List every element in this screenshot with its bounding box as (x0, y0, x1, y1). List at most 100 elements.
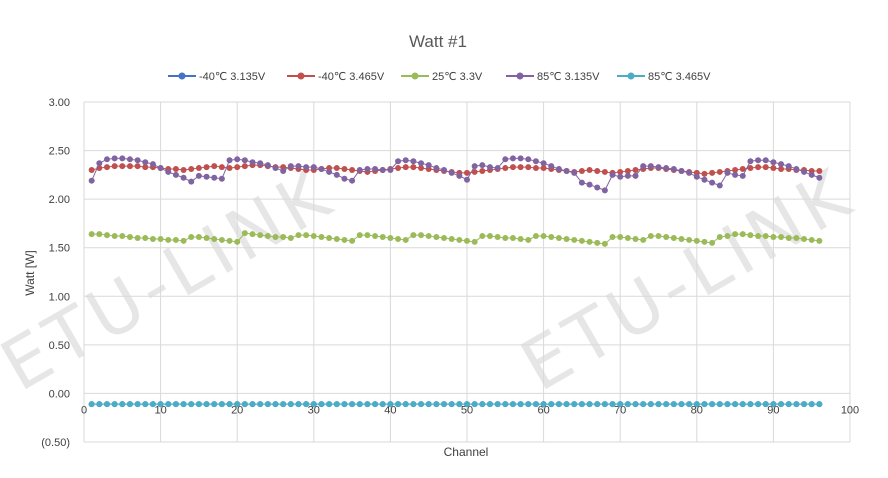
data-point (541, 160, 547, 166)
data-point (311, 164, 317, 170)
data-point (686, 170, 692, 176)
data-point (594, 401, 600, 407)
data-point (717, 401, 723, 407)
data-point (456, 237, 462, 243)
data-point (380, 401, 386, 407)
data-point (257, 160, 263, 166)
data-point (472, 239, 478, 245)
data-point (242, 401, 248, 407)
data-point (410, 158, 416, 164)
data-point (533, 158, 539, 164)
data-point (104, 164, 110, 170)
data-point (525, 164, 531, 170)
data-point (227, 238, 233, 244)
data-point (426, 233, 432, 239)
data-point (495, 165, 501, 171)
data-point (418, 160, 424, 166)
data-point (395, 401, 401, 407)
data-point (165, 401, 171, 407)
data-point (96, 401, 102, 407)
data-point (357, 232, 363, 238)
data-point (311, 401, 317, 407)
data-point (518, 236, 524, 242)
data-point (265, 401, 271, 407)
data-point (472, 401, 478, 407)
data-point (211, 175, 217, 181)
data-point (740, 401, 746, 407)
data-point (119, 163, 125, 169)
data-point (724, 170, 730, 176)
data-point (318, 234, 324, 240)
data-point (755, 233, 761, 239)
data-point (510, 164, 516, 170)
data-point (273, 234, 279, 240)
data-point (449, 170, 455, 176)
legend-swatch-marker (179, 73, 186, 80)
data-point (656, 233, 662, 239)
data-point (250, 401, 256, 407)
data-point (441, 167, 447, 173)
data-point (663, 165, 669, 171)
data-point (541, 401, 547, 407)
data-point (227, 401, 233, 407)
data-point (809, 401, 815, 407)
data-point (656, 164, 662, 170)
data-point (694, 401, 700, 407)
data-point (341, 176, 347, 182)
data-point (793, 401, 799, 407)
data-point (763, 157, 769, 163)
data-point (219, 237, 225, 243)
data-point (724, 401, 730, 407)
data-point (234, 239, 240, 245)
data-point (303, 164, 309, 170)
data-point (403, 401, 409, 407)
data-point (441, 235, 447, 241)
data-point (326, 235, 332, 241)
data-point (671, 166, 677, 172)
legend-swatch-marker (517, 73, 524, 80)
data-point (732, 401, 738, 407)
data-point (280, 401, 286, 407)
data-point (165, 237, 171, 243)
data-point (456, 173, 462, 179)
data-point (349, 238, 355, 244)
data-point (510, 155, 516, 161)
data-point (150, 401, 156, 407)
data-point (594, 184, 600, 190)
data-point (372, 233, 378, 239)
data-point (617, 401, 623, 407)
data-point (204, 235, 210, 241)
data-point (265, 162, 271, 168)
data-point (334, 401, 340, 407)
data-point (464, 238, 470, 244)
data-point (96, 160, 102, 166)
data-point (280, 234, 286, 240)
data-point (380, 167, 386, 173)
data-point (801, 169, 807, 175)
data-point (755, 164, 761, 170)
data-point (387, 235, 393, 241)
data-point (732, 172, 738, 178)
data-point (533, 233, 539, 239)
data-point (678, 168, 684, 174)
data-point (219, 401, 225, 407)
data-point (793, 235, 799, 241)
data-point (303, 401, 309, 407)
data-point (625, 401, 631, 407)
data-point (479, 401, 485, 407)
data-point (640, 163, 646, 169)
data-point (142, 235, 148, 241)
data-point (158, 236, 164, 242)
data-point (709, 401, 715, 407)
data-point (395, 236, 401, 242)
data-point (127, 234, 133, 240)
data-point (556, 401, 562, 407)
y-tick-label: 2.50 (49, 146, 70, 158)
data-point (556, 166, 562, 172)
x-axis-title: Channel (444, 445, 489, 459)
data-point (96, 231, 102, 237)
data-point (656, 401, 662, 407)
data-point (441, 401, 447, 407)
y-tick-label: 3.00 (49, 97, 70, 109)
data-point (364, 232, 370, 238)
